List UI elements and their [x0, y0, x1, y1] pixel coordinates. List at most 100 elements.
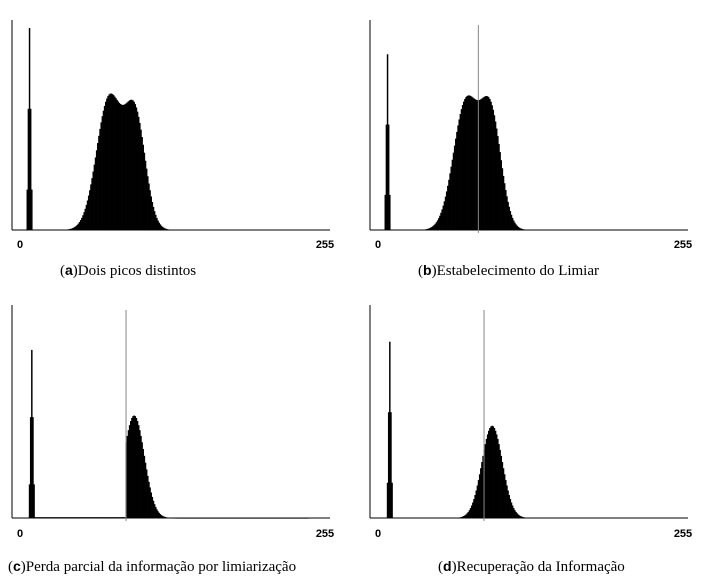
histogram-bar	[197, 518, 199, 519]
histogram-bar	[181, 517, 183, 519]
histogram-bar	[276, 518, 279, 519]
histogram-bar	[93, 517, 96, 518]
histogram-panel-b: 0 255 (b)Estabelecimento do Limiar	[369, 20, 692, 279]
histogram-bar	[127, 101, 130, 230]
histogram-bar	[123, 517, 125, 518]
histogram-bar	[79, 517, 82, 518]
histogram-bar	[269, 518, 272, 519]
histogram-bar	[514, 510, 516, 518]
histogram-panel-d: 0 255 (d)Recuperação da Informação	[369, 305, 692, 575]
histogram-bar	[236, 518, 239, 519]
histogram-bar	[211, 518, 214, 519]
histogram-bar	[499, 152, 501, 230]
histogram-bar	[192, 518, 195, 519]
histogram-bar	[161, 226, 164, 230]
histogram-bar	[170, 517, 173, 519]
histogram-bar	[283, 518, 286, 519]
histogram-bar	[73, 227, 75, 230]
histogram-bar	[87, 517, 90, 518]
histogram-bar	[99, 517, 101, 518]
histogram-bar	[506, 196, 508, 230]
x-tick-label: 0	[17, 528, 23, 540]
histogram-bar	[517, 226, 520, 230]
histogram-bar	[116, 99, 118, 230]
histogram-bar	[79, 220, 82, 230]
histogram-bar	[250, 518, 253, 519]
histogram-bar	[209, 518, 212, 519]
histogram-bar	[227, 518, 230, 519]
histogram-bar	[513, 220, 515, 230]
x-tick-label: 0	[375, 239, 381, 251]
histogram-bar	[28, 484, 31, 518]
histogram-bar	[514, 222, 516, 230]
histogram-bar	[503, 183, 506, 230]
histogram-bar	[91, 517, 93, 518]
histogram-bar	[152, 500, 155, 518]
histogram-bar	[74, 226, 76, 230]
histogram-bar	[464, 99, 466, 230]
histogram-bar	[145, 469, 148, 518]
histogram-bar	[517, 514, 520, 518]
histogram-bar	[460, 109, 463, 230]
histogram-bar	[457, 125, 459, 230]
histogram-bar	[102, 517, 105, 518]
histogram-bar	[505, 190, 507, 230]
histogram-bar	[507, 201, 509, 230]
histogram-bar	[473, 98, 475, 230]
caption-paren: )	[21, 559, 26, 575]
histogram-bar	[264, 518, 266, 519]
histogram-bar	[467, 95, 470, 230]
histogram-bar	[522, 516, 524, 518]
histogram-bar	[58, 517, 60, 518]
histogram-bar	[51, 517, 54, 518]
histogram-bar	[468, 95, 471, 230]
histogram-bar	[174, 517, 176, 519]
histogram-bar	[294, 518, 297, 519]
caption-text: Perda parcial da informação por limiariz…	[26, 559, 296, 575]
histogram-bar	[523, 517, 525, 518]
histogram-bar	[92, 517, 94, 518]
histogram-bar	[189, 517, 191, 519]
histogram-bar	[164, 228, 166, 230]
histogram-bar	[161, 515, 164, 518]
histogram-bar	[302, 518, 305, 519]
histogram-bar	[52, 517, 55, 518]
histogram-bar	[249, 518, 251, 519]
histogram-bar	[165, 228, 167, 230]
histogram-bar	[510, 214, 513, 230]
histogram-bar	[244, 518, 247, 519]
histogram-bar	[120, 104, 123, 230]
histogram-bar	[453, 145, 456, 230]
histogram-bar	[117, 101, 119, 230]
caption-panel-letter: a	[65, 262, 73, 278]
histogram-bar	[130, 421, 132, 518]
histogram-bar	[151, 201, 154, 230]
histogram-bar	[59, 517, 61, 518]
histogram-bar	[84, 208, 87, 230]
histogram-bar	[144, 462, 147, 518]
histogram-bar	[497, 136, 499, 230]
histogram-bar	[447, 185, 449, 230]
histogram-bar	[511, 505, 514, 518]
histogram-bar	[157, 220, 159, 230]
histogram-bar	[72, 517, 74, 518]
histogram-bar	[41, 517, 43, 518]
histogram-bar	[228, 518, 231, 519]
histogram-bar	[27, 108, 30, 230]
histogram-bar	[110, 517, 113, 518]
histogram-bar	[248, 518, 250, 519]
histogram-bar	[482, 97, 484, 230]
histogram-bar	[54, 517, 57, 518]
histogram-bar	[114, 96, 116, 230]
histogram-bar	[304, 518, 306, 519]
histogram-bar	[32, 417, 34, 518]
caption-panel-letter: b	[423, 262, 432, 278]
histogram-bar	[263, 518, 265, 519]
histogram-bar	[119, 517, 122, 518]
histogram-bar	[130, 99, 132, 230]
histogram-bar	[286, 518, 289, 519]
histogram-bar	[490, 101, 492, 230]
histogram-bar	[107, 96, 109, 231]
histogram-bar	[112, 95, 115, 230]
histogram-bar	[478, 474, 481, 518]
